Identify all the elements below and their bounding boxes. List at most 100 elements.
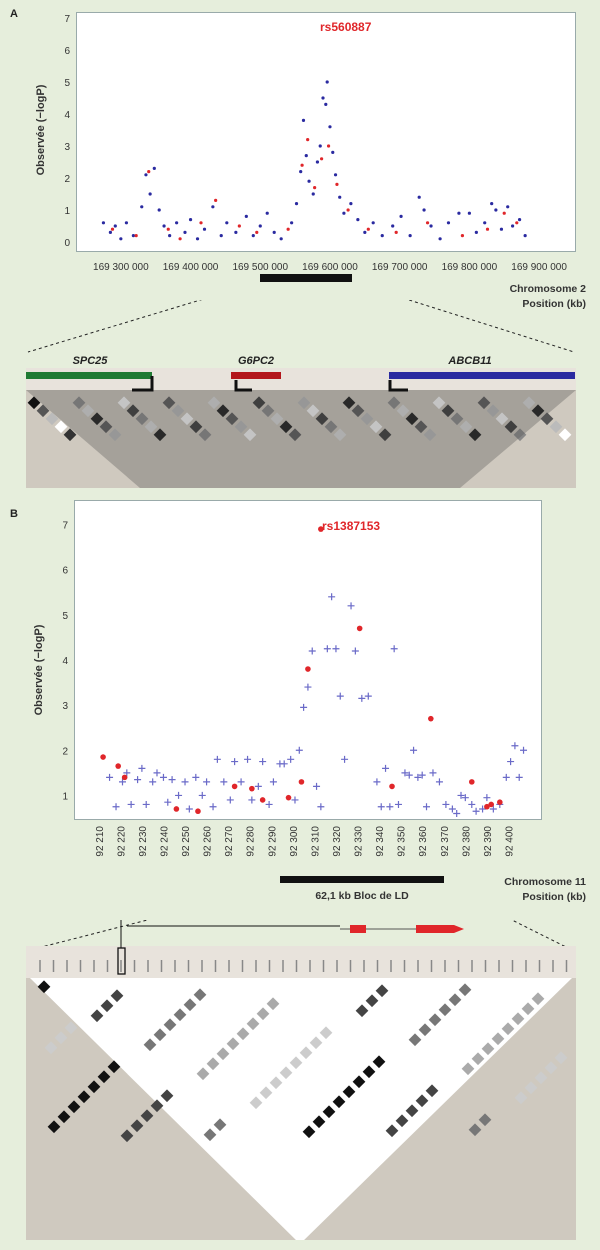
data-point (134, 234, 138, 238)
data-point (244, 755, 252, 763)
ld-cell (302, 1125, 316, 1139)
data-point (429, 224, 433, 228)
zoom-guide-left (29, 920, 150, 951)
data-point (414, 773, 422, 781)
ld-cell (198, 428, 212, 442)
data-point (499, 227, 504, 231)
data-point (448, 805, 456, 813)
data-point (472, 807, 480, 815)
arrow-icon (132, 376, 154, 392)
ld-cell (491, 1032, 505, 1046)
y-tick-label: 4 (64, 110, 70, 121)
data-point (286, 227, 290, 231)
panel-b-label: B (10, 508, 18, 520)
data-point (298, 779, 305, 785)
ld-cell (333, 428, 347, 442)
data-point (304, 683, 312, 691)
y-tick-label: 7 (64, 14, 70, 25)
data-point (231, 783, 238, 790)
data-point (358, 694, 366, 702)
data-point (338, 195, 342, 199)
ld-cell (64, 1021, 78, 1035)
ld-cell (322, 1105, 336, 1119)
data-point (272, 230, 276, 234)
chart-a: 0 1 2 3 4 5 6 7 169 300 000 169 400 000 169 500 00… (35, 14, 586, 310)
data-point (168, 234, 172, 238)
ld-cell (342, 1085, 356, 1099)
data-point (244, 214, 248, 218)
ld-plot-b: rs138715328,3 kbMTNR1B (26, 920, 576, 1240)
data-point (195, 237, 200, 241)
data-point (347, 602, 355, 610)
ld-cell (299, 1046, 313, 1060)
data-point (185, 805, 193, 813)
data-point (304, 154, 308, 158)
y-tick-label: 5 (64, 78, 70, 89)
chart-a-plot-area (76, 12, 576, 252)
ld-cell (478, 1113, 492, 1127)
x-tick-label: 92 300 (289, 826, 300, 857)
ld-cell (289, 1056, 303, 1070)
data-point (285, 794, 292, 801)
data-point (153, 769, 161, 777)
ld-cell (332, 1095, 346, 1109)
ld-cell (163, 1018, 177, 1032)
y-tick-label: 6 (64, 46, 70, 57)
data-point (259, 797, 266, 803)
data-point (390, 645, 398, 653)
ld-cell (269, 1076, 283, 1090)
y-tick-label: 2 (64, 174, 70, 185)
data-point (438, 237, 442, 241)
data-point (386, 803, 394, 811)
ld-cell (362, 1065, 376, 1079)
data-point (192, 773, 200, 781)
ld-cell (372, 1055, 386, 1069)
data-point (429, 769, 437, 777)
region-label: 62,1 kb Bloc de LD (315, 890, 409, 902)
ld-region-bar (260, 274, 352, 282)
y-tick-label: 4 (62, 656, 68, 667)
ld-cell (249, 1096, 263, 1110)
data-point (468, 800, 476, 808)
x-tick-label: 92 290 (267, 826, 278, 857)
data-point (198, 791, 206, 799)
ld-cell (405, 1104, 419, 1118)
x-tick-label: 169 900 000 (511, 262, 567, 273)
data-point (101, 221, 106, 225)
data-point (168, 776, 176, 784)
zoom-guide-left (27, 300, 203, 353)
gene-bar-abcb11 (389, 372, 575, 379)
chart-b-plot-area (74, 500, 542, 820)
x-tick-label: 92 390 (483, 826, 494, 857)
data-point (294, 202, 299, 206)
gene-bar-g6pc2 (231, 372, 281, 379)
data-point (399, 214, 403, 218)
data-point (479, 805, 487, 813)
data-point (164, 798, 172, 806)
data-point (162, 224, 166, 228)
ld-cell (44, 1041, 58, 1055)
x-tick-label: 169 600 000 (302, 262, 358, 273)
ld-cell (226, 1037, 240, 1051)
data-point (418, 771, 426, 779)
data-point (328, 125, 332, 129)
data-point (121, 774, 128, 781)
data-point (446, 221, 451, 225)
ld-cell (468, 1123, 482, 1137)
data-point (457, 211, 461, 215)
data-point (320, 157, 324, 161)
data-point (453, 809, 461, 817)
data-point (308, 647, 316, 655)
data-point (231, 758, 239, 766)
ld-cell (140, 1109, 154, 1123)
ld-cell (461, 1062, 475, 1076)
data-point (214, 198, 218, 202)
ld-cell (153, 1028, 167, 1042)
data-point (488, 801, 494, 808)
x-tick-label: 92 210 (95, 826, 106, 857)
x-tick-label: 92 220 (116, 826, 127, 857)
ld-cell (216, 1047, 230, 1061)
data-point (321, 96, 325, 100)
gene-bar-spc25 (26, 372, 152, 379)
ld-cell (67, 1100, 81, 1114)
